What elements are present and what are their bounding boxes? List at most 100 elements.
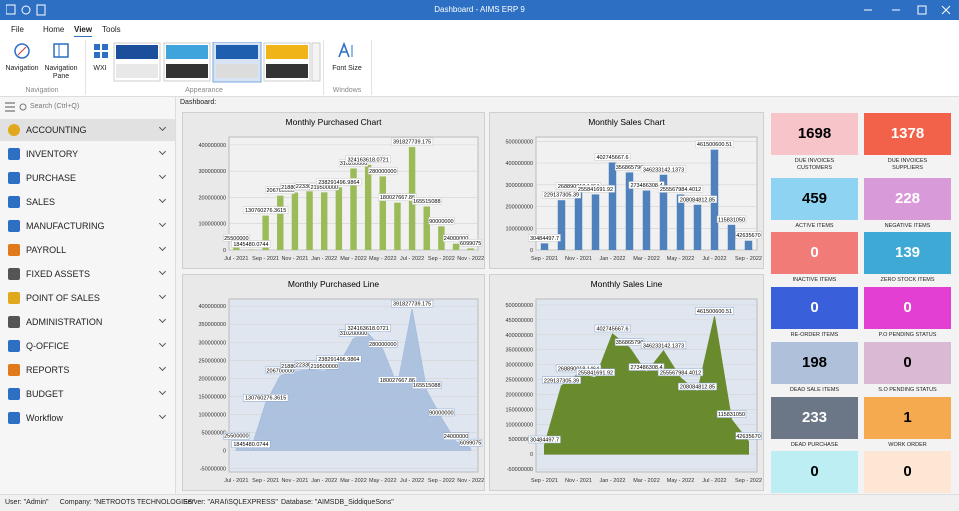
y-tick-label: 200000000 (505, 205, 533, 211)
kpi-tile: 233 (771, 397, 858, 439)
ribbon-button[interactable]: Font Size (332, 65, 362, 72)
y-tick-label: 50000000 (509, 437, 533, 443)
chart-title: Monthly Sales Line (591, 279, 663, 289)
x-tick-label: Sep - 2022 (428, 478, 455, 484)
data-label: 461500600.51 (697, 309, 732, 315)
x-tick-label: Sep - 2022 (735, 478, 762, 484)
tab[interactable]: File (11, 25, 24, 34)
nav-item[interactable]: Workflow (0, 407, 175, 429)
data-label-box (640, 165, 687, 173)
kpi-label: DEAD SALE ITEMS (789, 387, 840, 393)
bar (364, 164, 372, 250)
kpi-tile: 139 (864, 232, 951, 274)
data-label-box (735, 432, 762, 440)
ribbon-button[interactable]: Navigation (5, 65, 39, 72)
bar (540, 243, 549, 250)
status-item: Server: "ARAI\SQLEXPRESS" (183, 499, 278, 506)
nav-label: Workflow (26, 413, 63, 423)
nav-item[interactable]: INVENTORY (0, 143, 175, 165)
nav-item[interactable]: BUDGET (0, 383, 175, 405)
bar (676, 194, 685, 250)
data-label-box (459, 438, 483, 447)
bar (320, 192, 328, 250)
data-label-box (576, 185, 615, 193)
data-label: 273486308.4 (630, 183, 662, 189)
y-tick-label: 150000000 (198, 394, 226, 400)
x-tick-label: Jul - 2021 (224, 256, 248, 262)
ribbon-button[interactable]: Navigation Pane (44, 65, 78, 80)
separator (323, 40, 324, 95)
nav-item[interactable]: Q-OFFICE (0, 335, 175, 357)
bar (438, 226, 445, 250)
x-tick-label: May - 2022 (667, 256, 695, 262)
ribbon-group-label: Appearance (185, 87, 223, 94)
data-label: 30484497.7 (530, 438, 559, 444)
nav-icon (8, 172, 20, 184)
x-tick-label: Jul - 2021 (224, 478, 248, 484)
ribbon-button[interactable]: WXI (93, 65, 107, 72)
tab[interactable]: Tools (102, 25, 121, 34)
nav-icon (8, 244, 20, 256)
data-label-box (594, 153, 631, 161)
bar (625, 172, 634, 250)
nav-item[interactable]: ADMINISTRATION (0, 311, 175, 333)
chart: Monthly Purchased Line -50000000 0 50000000… (198, 279, 484, 484)
tab[interactable]: Home (43, 25, 65, 34)
chart-panel: Monthly Purchased Chart 0 100000000 2000000… (182, 112, 485, 269)
data-label-box (412, 381, 442, 389)
nav-item[interactable]: ACCOUNTING (0, 119, 175, 141)
x-tick-label: Sep - 2021 (531, 256, 558, 262)
x-tick-label: Jan - 2022 (600, 256, 626, 262)
status-item: User: "Admin" (5, 499, 49, 506)
data-label-box (695, 307, 734, 315)
chevron (158, 363, 167, 372)
window-controls[interactable] (860, 4, 955, 16)
nav-icon (8, 220, 20, 232)
x-tick-label: Sep - 2021 (252, 256, 279, 262)
chart-title: Monthly Purchased Line (288, 279, 379, 289)
bar (394, 202, 401, 250)
status-bar: User: "Admin" Company: "NETROOTS TECHNOLO… (0, 494, 959, 511)
data-label: 208084812.85 (680, 197, 715, 203)
nav-item[interactable]: POINT OF SALES (0, 287, 175, 309)
kpi-label: WORK ORDER (888, 442, 927, 448)
nav-item[interactable]: PURCHASE (0, 167, 175, 189)
x-tick-label: Sep - 2021 (252, 478, 279, 484)
menu-icon[interactable] (5, 102, 27, 112)
data-label: 402745667.6 (596, 326, 628, 332)
nav-label: ACCOUNTING (26, 125, 87, 135)
y-tick-label: 500000000 (505, 139, 533, 145)
search-box[interactable]: Search (Ctrl+Q) (30, 103, 80, 110)
data-label-box (231, 440, 271, 448)
x-tick-label: Sep - 2022 (735, 256, 762, 262)
x-tick-label: Jul - 2022 (702, 478, 726, 484)
kpi-label: DUE INVOICES CUSTOMERS (794, 158, 835, 171)
y-tick-label: 0 (223, 248, 226, 254)
data-label-box (368, 167, 398, 175)
kpi-tile: 0 (771, 232, 858, 274)
chart-panel: Monthly Sales Line -50000000 0 50000000 1000… (489, 274, 764, 491)
data-label-box (223, 431, 250, 440)
nav-item[interactable]: MANUFACTURING (0, 215, 175, 237)
nav-item[interactable]: FIXED ASSETS (0, 263, 175, 285)
y-tick-label: 300000000 (198, 169, 226, 175)
data-label: 219500000 (310, 364, 338, 370)
data-label: 238291496.9864 (318, 180, 359, 186)
x-tick-label: Nov - 2022 (457, 256, 484, 262)
data-label-box (542, 191, 581, 199)
data-label-box (391, 137, 434, 146)
nav-icon (8, 364, 20, 376)
y-tick-label: -50000000 (507, 467, 533, 473)
chevron (158, 291, 167, 300)
data-label: 219500000 (310, 185, 338, 191)
x-tick-label: Jan - 2022 (600, 478, 626, 484)
data-label: 25500000 (224, 434, 248, 440)
bar (557, 200, 566, 250)
nav-item[interactable]: REPORTS (0, 359, 175, 381)
nav-item[interactable]: SALES (0, 191, 175, 213)
data-label: 391827739.175 (393, 140, 431, 146)
kpi-tile: 1378 (864, 113, 951, 155)
data-label: 280000000 (369, 169, 397, 175)
data-label-box (231, 240, 271, 248)
nav-item[interactable]: PAYROLL (0, 239, 175, 261)
